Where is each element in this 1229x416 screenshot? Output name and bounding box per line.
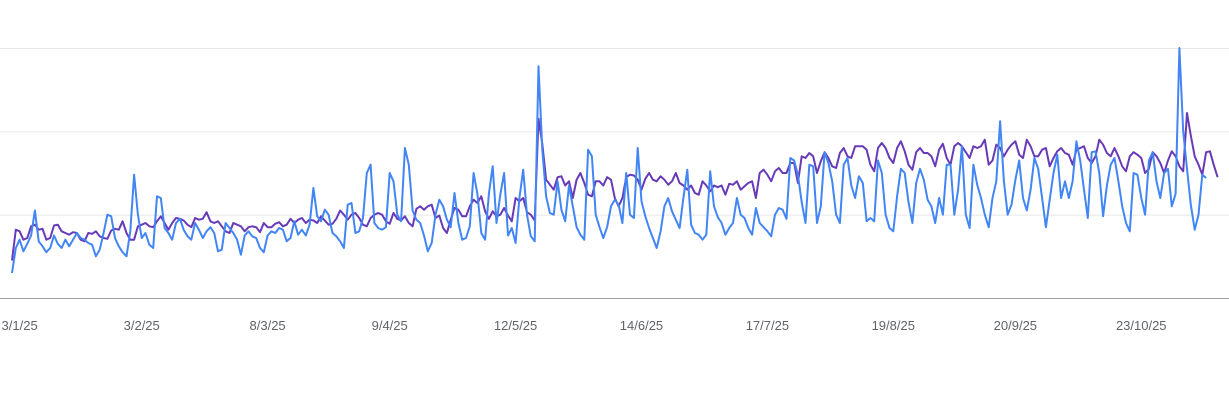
- x-tick-label: 20/9/25: [994, 318, 1037, 333]
- x-tick-label: 14/6/25: [620, 318, 663, 333]
- x-tick-label: 17/7/25: [746, 318, 789, 333]
- series-line-1: [11, 47, 1207, 274]
- x-tick-label: 3/1/25: [2, 318, 38, 333]
- series-group: [11, 47, 1219, 274]
- x-tick-label: 3/2/25: [124, 318, 160, 333]
- gridlines: [0, 48, 1229, 216]
- x-tick-label: 23/10/25: [1116, 318, 1167, 333]
- x-tick-label: 12/5/25: [494, 318, 537, 333]
- x-tick-label: 8/3/25: [250, 318, 286, 333]
- x-tick-label: 19/8/25: [872, 318, 915, 333]
- series-line-0: [11, 112, 1219, 261]
- x-axis-tick-labels: 3/1/25 3/2/25 8/3/25 9/4/25 12/5/25 14/6/25 17…: [2, 318, 1167, 333]
- x-tick-label: 9/4/25: [372, 318, 408, 333]
